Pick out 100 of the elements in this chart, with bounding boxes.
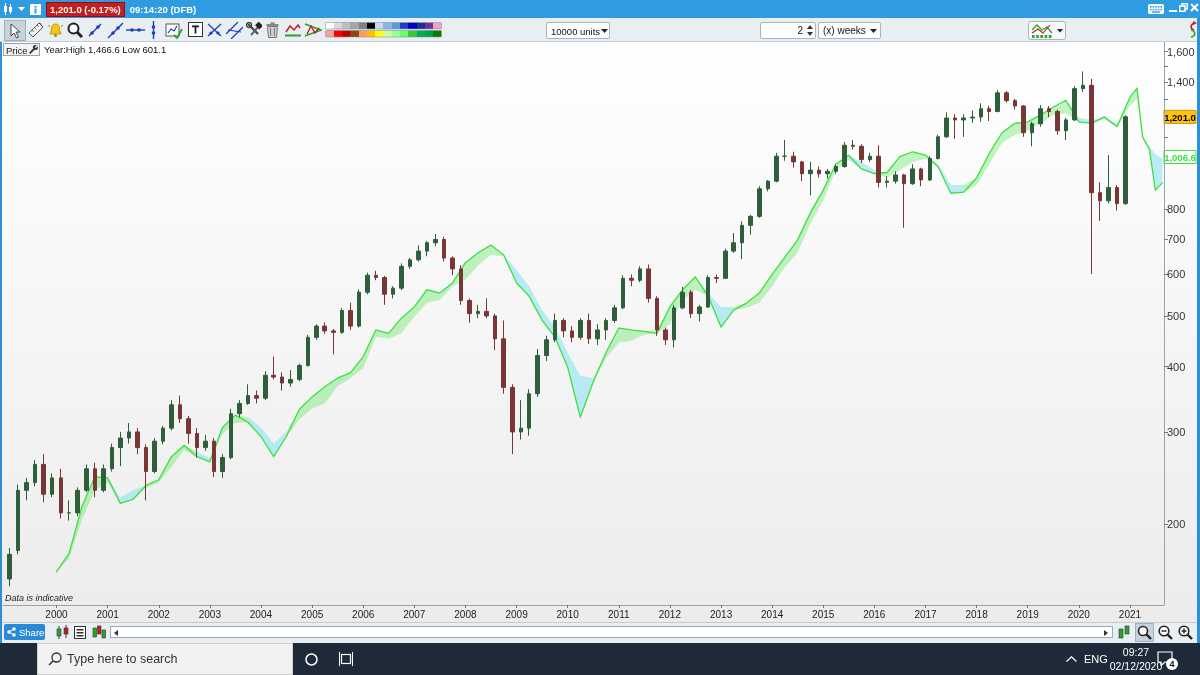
x-tick-label: 2016 (863, 608, 886, 620)
candlestick (280, 371, 284, 391)
candlestick (800, 160, 804, 182)
candlestick (93, 462, 97, 498)
candlestick (961, 113, 966, 138)
candlestick (791, 151, 796, 169)
candlestick (748, 214, 753, 236)
x-tick-label: 2018 (965, 608, 989, 620)
candlestick (851, 139, 855, 151)
x-tick-label: 2015 (812, 608, 835, 620)
candlestick (544, 335, 549, 362)
candlestick (1055, 109, 1060, 136)
candlestick (365, 272, 370, 295)
candlestick (24, 477, 29, 501)
candlestick (50, 472, 54, 498)
annotation: Year:High 1,466.6 Low 601.1 (44, 44, 167, 55)
candlestick (263, 370, 268, 401)
candlestick (1089, 78, 1094, 275)
candlestick (970, 110, 975, 124)
candlestick (340, 307, 344, 335)
y-tick-label: 600 (1167, 268, 1186, 281)
annotation: 1,006.6 (1164, 151, 1196, 163)
candlestick (612, 304, 617, 324)
search-box: Type here to search (37, 643, 293, 675)
candlestick (919, 167, 923, 187)
candlestick (706, 274, 710, 309)
candlestick (774, 152, 779, 183)
candlestick (519, 399, 523, 441)
candlestick (817, 166, 821, 178)
candlestick (561, 317, 566, 338)
candlestick (186, 415, 191, 445)
x-tick-label: 2021 (1118, 608, 1142, 620)
candlestick (731, 232, 736, 254)
y-tick-label: 1,600 (1167, 45, 1195, 58)
candlestick (1013, 98, 1017, 111)
price-badge: 1,201.0 (-0.17%) (46, 1, 125, 17)
x-tick-label: 2003 (198, 608, 222, 620)
x-tick-label: 2010 (556, 608, 580, 620)
candlestick (212, 437, 216, 478)
candlestick (484, 297, 489, 319)
candlestick (1098, 181, 1102, 222)
candlestick (1038, 104, 1043, 128)
candlestick (357, 288, 361, 329)
candlestick (638, 265, 642, 283)
annotation: Price (6, 44, 28, 56)
candlestick (75, 486, 80, 517)
candlestick (67, 499, 71, 522)
candlestick (467, 297, 472, 324)
candlestick (868, 152, 872, 163)
label-box: Price (3, 43, 40, 56)
candlestick (680, 286, 685, 310)
candlestick (834, 163, 838, 175)
candlestick (348, 302, 353, 331)
candlestick (237, 399, 242, 418)
y-tick-label: 800 (1167, 203, 1186, 216)
candlestick (723, 248, 728, 280)
number-field: 2 (760, 22, 816, 39)
candlestick (101, 463, 106, 493)
candlestick (757, 185, 762, 219)
candlestick (1072, 85, 1077, 122)
x-tick-label: 2020 (1067, 608, 1091, 620)
candlestick (714, 273, 719, 284)
candlestick (314, 323, 319, 341)
candlestick (1081, 71, 1085, 93)
candlestick (33, 459, 37, 487)
text: ENG (1084, 653, 1108, 665)
candlestick (1030, 121, 1034, 147)
text: 02/12/2020 (1108, 660, 1164, 672)
candlestick (195, 427, 199, 459)
candlestick (178, 395, 182, 424)
candlestick (825, 168, 830, 180)
candlestick (297, 363, 302, 382)
candlestick (416, 244, 421, 263)
candlestick (697, 304, 702, 322)
candlestick (246, 383, 250, 406)
candlestick (399, 262, 404, 291)
candlestick (41, 453, 46, 503)
candlestick (740, 220, 744, 260)
dropdown: 10000 units (546, 22, 610, 39)
candlestick (672, 304, 676, 349)
candlestick (59, 468, 63, 519)
candlestick (1115, 184, 1119, 212)
candlestick (782, 139, 787, 162)
candlestick (885, 175, 889, 188)
candlestick (621, 274, 625, 310)
annotation: 1,201.0 (1164, 111, 1196, 123)
candlestick (169, 399, 174, 431)
candlestick (1106, 154, 1111, 205)
y-tick-label: 300 (1167, 425, 1186, 438)
candlestick (382, 275, 387, 306)
candlestick (161, 425, 165, 445)
candlestick (928, 155, 932, 182)
candlestick (501, 319, 506, 395)
candlestick (527, 388, 531, 437)
candlestick (271, 356, 276, 380)
candlestick (629, 273, 634, 287)
candlestick (535, 348, 540, 398)
text: 09:27 (1121, 646, 1151, 658)
candlestick (288, 369, 293, 388)
candlestick (987, 105, 991, 122)
